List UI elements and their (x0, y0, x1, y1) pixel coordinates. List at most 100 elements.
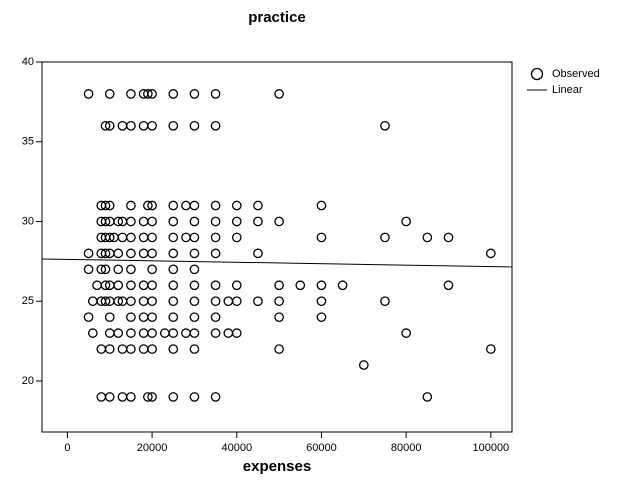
x-tick-label: 20000 (137, 442, 168, 454)
point (275, 90, 283, 98)
point (169, 313, 177, 321)
point (127, 217, 135, 225)
point (381, 233, 389, 241)
point (118, 233, 126, 241)
point (169, 265, 177, 273)
point (93, 281, 101, 289)
point (106, 345, 114, 353)
point (169, 297, 177, 305)
plot-frame (42, 62, 512, 432)
point (211, 90, 219, 98)
legend-label: Observed (552, 68, 600, 80)
point (169, 233, 177, 241)
point (381, 122, 389, 130)
point (139, 122, 147, 130)
point (148, 329, 156, 337)
point (211, 393, 219, 401)
point (84, 249, 92, 257)
point (127, 393, 135, 401)
point (148, 281, 156, 289)
point (148, 249, 156, 257)
point (169, 90, 177, 98)
point (118, 345, 126, 353)
point (106, 90, 114, 98)
point (402, 329, 410, 337)
point (148, 122, 156, 130)
point (114, 265, 122, 273)
point (317, 313, 325, 321)
point (148, 313, 156, 321)
point (127, 329, 135, 337)
point (127, 313, 135, 321)
point (89, 297, 97, 305)
point (118, 122, 126, 130)
point (317, 201, 325, 209)
point (317, 297, 325, 305)
point (190, 393, 198, 401)
point (444, 281, 452, 289)
point (190, 345, 198, 353)
chart-title: practice (248, 9, 306, 26)
point (182, 233, 190, 241)
point (89, 329, 97, 337)
point (139, 217, 147, 225)
point (254, 297, 262, 305)
point (233, 233, 241, 241)
point (487, 345, 495, 353)
point (139, 233, 147, 241)
point (139, 329, 147, 337)
point (169, 217, 177, 225)
point (127, 281, 135, 289)
point (224, 297, 232, 305)
point (127, 233, 135, 241)
y-tick-label: 35 (22, 136, 34, 148)
point (106, 393, 114, 401)
point (148, 265, 156, 273)
point (139, 281, 147, 289)
point (139, 345, 147, 353)
point (317, 281, 325, 289)
point (190, 329, 198, 337)
point (190, 217, 198, 225)
x-tick-label: 40000 (221, 442, 252, 454)
point (114, 329, 122, 337)
fit-line (42, 259, 512, 267)
point (190, 233, 198, 241)
point (275, 297, 283, 305)
point (275, 345, 283, 353)
point (233, 281, 241, 289)
point (84, 313, 92, 321)
x-tick-label: 80000 (391, 442, 422, 454)
point (106, 313, 114, 321)
point (148, 297, 156, 305)
point (148, 345, 156, 353)
point (487, 249, 495, 257)
point (97, 393, 105, 401)
point (254, 249, 262, 257)
point (190, 201, 198, 209)
point (169, 393, 177, 401)
point (169, 122, 177, 130)
chart: practice expenses 2025303540020000400006… (0, 0, 630, 482)
point (254, 201, 262, 209)
point (190, 122, 198, 130)
point (127, 249, 135, 257)
point (84, 90, 92, 98)
point (224, 329, 232, 337)
point (118, 393, 126, 401)
point (190, 265, 198, 273)
point (275, 313, 283, 321)
point (275, 281, 283, 289)
point (148, 217, 156, 225)
x-tick-label: 0 (64, 442, 70, 454)
point (211, 249, 219, 257)
y-tick-label: 20 (22, 375, 34, 387)
legend-marker (532, 69, 543, 80)
point (296, 281, 304, 289)
point (423, 233, 431, 241)
point (211, 217, 219, 225)
point (338, 281, 346, 289)
point (190, 313, 198, 321)
y-tick-label: 25 (22, 295, 34, 307)
x-axis-title: expenses (243, 458, 311, 475)
